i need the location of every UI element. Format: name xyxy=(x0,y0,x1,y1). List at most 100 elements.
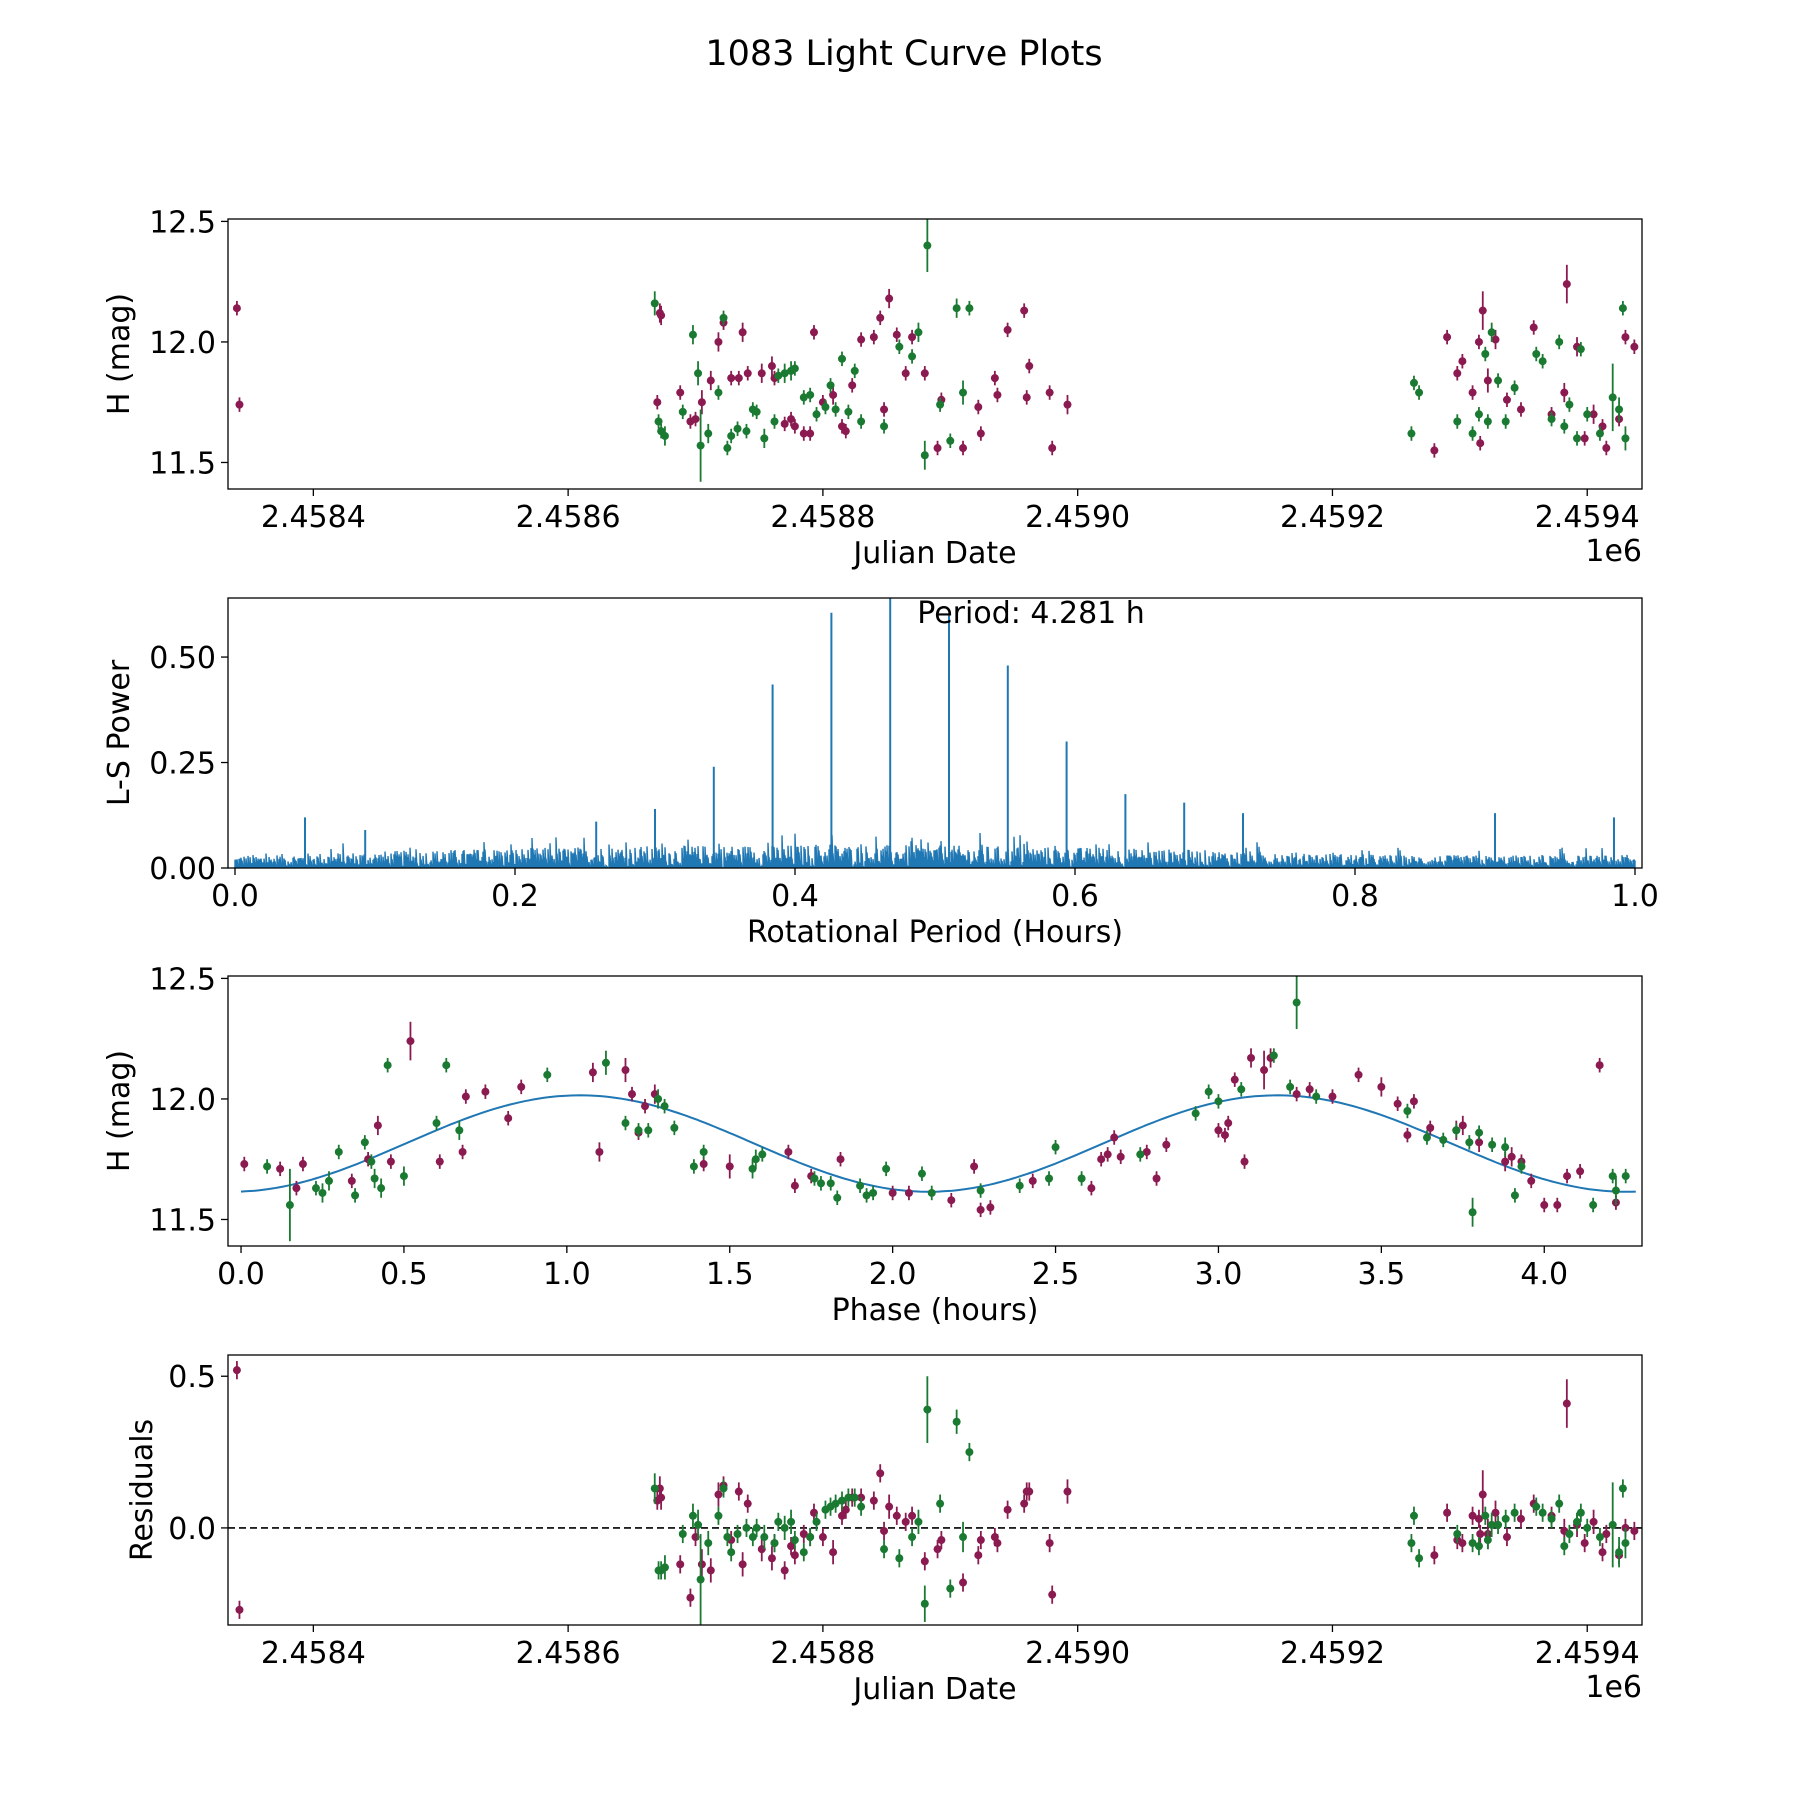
periodogram-y-ticks: 0.00 0.25 0.50 xyxy=(149,641,228,887)
residuals-xlabel: Julian Date xyxy=(851,1672,1016,1707)
phased-point-magenta xyxy=(1409,1097,1418,1106)
periodogram-noise-line xyxy=(234,832,1636,868)
phased-point-magenta xyxy=(1162,1140,1171,1149)
periodogram-x-tick-label: 0.2 xyxy=(491,879,539,914)
phased-point-magenta xyxy=(1458,1121,1467,1130)
lightcurve-point-magenta xyxy=(1602,444,1611,453)
lightcurve-point-green xyxy=(714,388,723,397)
phased-x-tick-label: 2.5 xyxy=(1032,1257,1080,1292)
lightcurve-point-green xyxy=(923,241,932,250)
residuals-point-green xyxy=(895,1554,904,1563)
lightcurve-point-green xyxy=(704,429,713,438)
phased-fit-curve xyxy=(240,1094,1636,1193)
residuals-point-green xyxy=(650,1484,659,1493)
phased-point-green xyxy=(325,1176,333,1185)
phased-point-green xyxy=(644,1126,653,1135)
lightcurve-point-magenta xyxy=(990,374,999,383)
residuals-point-green xyxy=(806,1533,815,1542)
phased-point-green xyxy=(1214,1097,1223,1106)
phased-point-green xyxy=(862,1191,871,1200)
phased-y-ticks: 11.5 12.0 12.5 xyxy=(149,962,228,1238)
lightcurve-point-green xyxy=(844,407,853,416)
phased-x-tick-label: 1.5 xyxy=(706,1257,754,1292)
residuals-point-magenta xyxy=(1430,1551,1439,1560)
lightcurve-xlabel: Julian Date xyxy=(851,536,1016,571)
lightcurve-point-magenta xyxy=(892,330,901,339)
lightcurve-point-green xyxy=(1468,429,1477,438)
residuals-point-green xyxy=(812,1517,821,1526)
residuals-point-magenta xyxy=(787,1542,796,1551)
residuals-point-green xyxy=(1494,1520,1503,1529)
phased-point-magenta xyxy=(1240,1157,1249,1166)
periodogram-plot-area xyxy=(234,598,1636,868)
phased-point-green xyxy=(351,1191,360,1200)
phased-point-magenta xyxy=(1377,1082,1386,1091)
residuals-point-green xyxy=(1583,1523,1592,1532)
periodogram-y-tick-label: 0.50 xyxy=(149,641,216,676)
phased-point-magenta xyxy=(386,1157,395,1166)
phased-point-green xyxy=(1488,1140,1497,1149)
lightcurve-point-magenta xyxy=(993,390,1002,399)
phased-point-green xyxy=(654,1094,663,1103)
residuals-point-magenta xyxy=(818,1533,827,1542)
lightcurve-point-magenta xyxy=(738,328,747,337)
residuals-point-magenta xyxy=(869,1496,878,1505)
lightcurve-point-magenta xyxy=(933,444,942,453)
phased-point-magenta xyxy=(458,1147,467,1156)
lightcurve-point-green xyxy=(760,434,769,443)
residuals-point-green xyxy=(688,1511,697,1520)
residuals-point-magenta xyxy=(1020,1499,1029,1508)
lightcurve-point-green xyxy=(895,342,904,351)
lightcurve-point-green xyxy=(727,431,736,440)
lightcurve-point-magenta xyxy=(829,390,838,399)
phased-point-green xyxy=(1621,1172,1630,1181)
lightcurve-point-green xyxy=(1481,350,1490,358)
residuals-point-magenta xyxy=(1458,1539,1467,1548)
lightcurve-offset-label: 1e6 xyxy=(1585,534,1642,569)
lightcurve-point-magenta xyxy=(1491,335,1500,344)
phased-point-magenta xyxy=(1595,1061,1604,1070)
lightcurve-point-magenta xyxy=(1430,446,1439,455)
phased-point-green xyxy=(856,1181,865,1190)
lightcurve-point-magenta xyxy=(653,398,662,407)
phased-point-green xyxy=(1045,1174,1054,1183)
phased-point-green xyxy=(689,1162,698,1171)
residuals-point-magenta xyxy=(697,1560,706,1569)
periodogram-x-tick-label: 0.8 xyxy=(1331,879,1379,914)
lightcurve-x-tick-label: 2.4592 xyxy=(1280,500,1385,535)
residuals-point-magenta xyxy=(734,1487,743,1496)
phased-point-magenta xyxy=(461,1092,470,1101)
phased-point-green xyxy=(1501,1143,1510,1152)
phased-point-green xyxy=(334,1147,343,1156)
lightcurve-point-magenta xyxy=(1045,388,1054,397)
phased-point-magenta xyxy=(1230,1075,1239,1084)
residuals-point-magenta xyxy=(1478,1490,1487,1499)
residuals-point-magenta xyxy=(1598,1548,1607,1557)
phased-point-magenta xyxy=(888,1188,897,1197)
lightcurve-point-green xyxy=(952,304,961,313)
residuals-point-green xyxy=(923,1405,932,1414)
residuals-point-magenta xyxy=(1502,1533,1511,1542)
phased-point-magenta xyxy=(1426,1123,1435,1132)
phased-point-green xyxy=(1403,1107,1412,1115)
residuals-point-green xyxy=(1595,1533,1604,1542)
lightcurve-point-green xyxy=(920,451,929,460)
residuals-x-tick-label: 2.4592 xyxy=(1280,1636,1385,1671)
periodogram-axes-frame xyxy=(227,597,1643,869)
phased-point-green xyxy=(621,1119,630,1128)
lightcurve-point-magenta xyxy=(734,374,743,383)
lightcurve-point-green xyxy=(696,441,705,450)
residuals-point-magenta xyxy=(1468,1511,1477,1520)
lightcurve-y-tick-label: 12.5 xyxy=(149,205,216,240)
residuals-point-magenta xyxy=(1602,1529,1611,1538)
residuals-point-green xyxy=(660,1563,669,1572)
lightcurve-point-magenta xyxy=(1502,395,1511,404)
lightcurve-point-green xyxy=(1565,400,1574,409)
periodogram-x-tick-label: 0.6 xyxy=(1051,879,1099,914)
phased-point-magenta xyxy=(1087,1184,1096,1193)
lightcurve-point-magenta xyxy=(1453,369,1462,378)
residuals-point-magenta xyxy=(743,1499,752,1508)
lightcurve-point-magenta xyxy=(657,311,666,320)
phased-point-green xyxy=(1191,1109,1200,1118)
phased-point-magenta xyxy=(621,1066,630,1075)
